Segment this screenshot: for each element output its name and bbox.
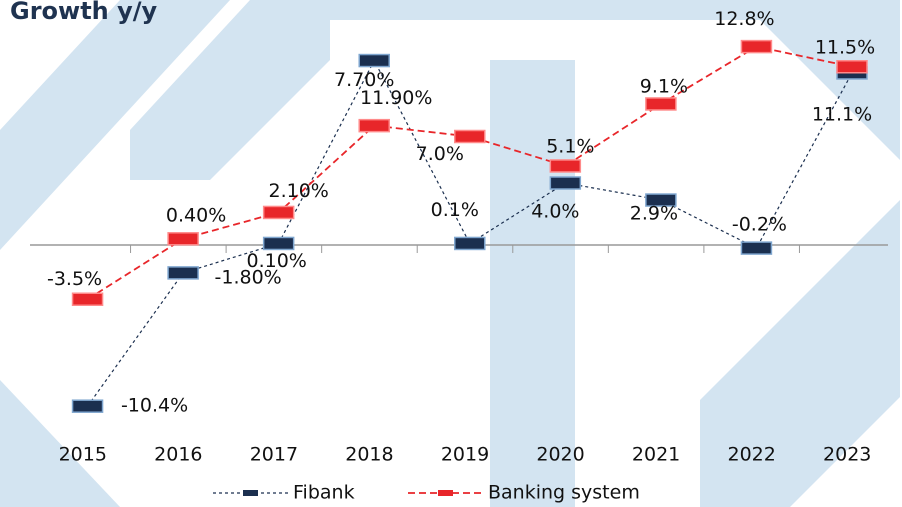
data-marker — [358, 53, 390, 68]
data-marker — [836, 60, 868, 74]
legend-marker — [438, 490, 453, 496]
data-label: 11.5% — [815, 36, 875, 58]
data-label: 9.1% — [640, 75, 688, 97]
data-label: 4.0% — [531, 201, 579, 223]
data-label: 0.1% — [431, 199, 479, 221]
x-tick-label: 2015 — [59, 444, 107, 466]
data-label: 2.10% — [268, 180, 328, 202]
series-line — [87, 45, 853, 301]
x-tick-label: 2022 — [727, 444, 775, 466]
data-marker — [645, 97, 677, 111]
x-tick-label: 2023 — [823, 444, 871, 466]
legend-label: Fibank — [293, 482, 355, 504]
data-label: 0.40% — [166, 204, 226, 226]
x-tick-label: 2019 — [441, 444, 489, 466]
legend-marker — [243, 490, 258, 496]
x-tick-label: 2017 — [250, 444, 298, 466]
data-marker — [71, 292, 104, 306]
data-marker — [549, 159, 582, 173]
data-marker — [645, 193, 677, 207]
data-marker — [358, 118, 390, 133]
data-marker — [167, 266, 199, 280]
x-tick-label: 2016 — [154, 444, 202, 466]
data-marker — [454, 129, 486, 144]
data-label: -3.5% — [47, 268, 102, 290]
data-label: 11.90% — [360, 87, 432, 109]
data-label: 7.0% — [416, 143, 464, 165]
data-label: 0.10% — [246, 250, 306, 272]
data-label: -10.4% — [121, 395, 188, 417]
data-label: 12.8% — [714, 8, 774, 30]
data-marker — [167, 232, 199, 246]
legend-label: Banking system — [488, 482, 640, 504]
data-marker — [71, 399, 104, 413]
x-tick-label: 2021 — [632, 444, 680, 466]
data-label: -1.80% — [215, 266, 282, 288]
data-label: 5.1% — [546, 135, 594, 157]
data-marker — [262, 236, 295, 251]
data-label: 11.1% — [812, 103, 872, 125]
x-tick-label: 2018 — [345, 444, 393, 466]
data-marker — [740, 241, 773, 255]
data-marker — [549, 176, 582, 190]
data-marker — [262, 205, 295, 220]
data-label: -0.2% — [732, 214, 787, 236]
data-marker — [454, 236, 486, 251]
data-label: 7.70% — [334, 69, 394, 91]
x-tick-label: 2020 — [536, 444, 584, 466]
data-label: 2.9% — [630, 203, 678, 225]
chart-title: Growth y/y — [10, 0, 158, 25]
data-marker — [740, 39, 773, 54]
